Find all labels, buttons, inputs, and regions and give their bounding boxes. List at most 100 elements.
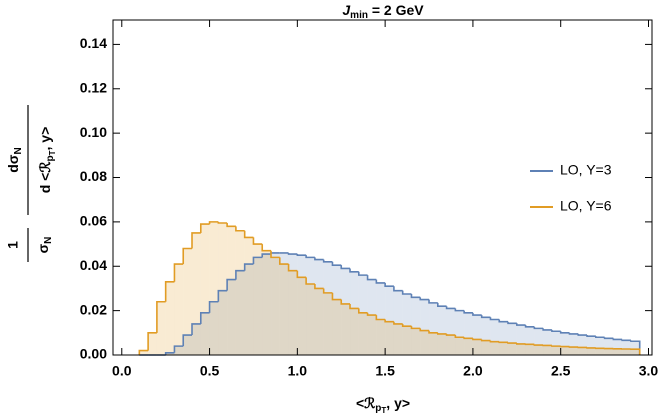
histogram-step bbox=[542, 328, 552, 331]
histogram-step bbox=[243, 230, 254, 239]
histogram-step bbox=[384, 282, 394, 288]
histogram-bar bbox=[508, 323, 517, 355]
histogram-step bbox=[533, 326, 544, 330]
histogram-step bbox=[270, 250, 280, 259]
histogram-step bbox=[437, 332, 447, 335]
histogram-bar bbox=[630, 341, 640, 355]
histogram-step bbox=[463, 310, 473, 314]
histogram-bar bbox=[481, 340, 491, 355]
histogram-step bbox=[384, 319, 394, 323]
histogram-step bbox=[480, 315, 491, 319]
histogram-bar bbox=[341, 268, 351, 355]
histogram-bar bbox=[306, 257, 315, 355]
histogram-bar bbox=[587, 336, 596, 355]
histogram-bar bbox=[192, 323, 201, 355]
ylabel-sub: p bbox=[45, 155, 56, 161]
histogram-bar bbox=[323, 292, 333, 355]
histogram-step bbox=[428, 299, 438, 304]
ylabel-subsub: T bbox=[48, 150, 57, 155]
histogram-bar bbox=[156, 301, 166, 355]
histogram-step bbox=[410, 293, 421, 299]
ylabel-part: dσ bbox=[5, 154, 21, 173]
legend-label: LO, Y=6 bbox=[560, 198, 612, 214]
histogram-bar bbox=[367, 279, 377, 355]
histogram-bar bbox=[446, 335, 456, 355]
histogram-bar bbox=[551, 331, 561, 355]
histogram-bar bbox=[464, 338, 473, 355]
title-sub: min bbox=[350, 10, 368, 21]
histogram-step bbox=[138, 349, 149, 355]
histogram-step bbox=[401, 290, 412, 295]
histogram-step bbox=[410, 326, 421, 330]
histogram-step bbox=[331, 261, 342, 266]
histogram-step bbox=[393, 321, 403, 325]
histogram-bar bbox=[551, 346, 561, 355]
histogram-bar bbox=[235, 230, 245, 355]
histogram-step bbox=[375, 279, 386, 284]
histogram-bar bbox=[271, 252, 280, 355]
histogram-step bbox=[182, 334, 193, 347]
histogram-step bbox=[419, 328, 430, 332]
histogram-bar bbox=[622, 340, 631, 355]
histogram-bar bbox=[569, 347, 579, 355]
histogram-bar bbox=[288, 270, 298, 355]
xlabel-part: , y> bbox=[386, 395, 410, 411]
histogram-bar bbox=[595, 348, 605, 355]
histogram-step bbox=[314, 284, 324, 290]
histogram-bar bbox=[174, 346, 184, 355]
histogram-step bbox=[630, 340, 641, 355]
histogram-step bbox=[489, 340, 500, 343]
histogram-bar bbox=[490, 319, 500, 355]
histogram-bar bbox=[209, 301, 219, 355]
histogram-step bbox=[445, 333, 456, 336]
histogram-bar bbox=[472, 315, 482, 355]
histogram-step bbox=[393, 286, 403, 292]
y-tick-label: 0.02 bbox=[80, 301, 107, 317]
histogram-step bbox=[252, 256, 263, 265]
histogram-bar bbox=[358, 275, 368, 355]
histogram-bar bbox=[192, 232, 201, 355]
histogram-step bbox=[357, 271, 368, 276]
histogram-step bbox=[340, 299, 351, 305]
histogram-bar bbox=[508, 343, 517, 355]
histogram-bar bbox=[244, 237, 254, 355]
histogram-step bbox=[243, 263, 254, 271]
histogram-step bbox=[191, 323, 201, 336]
histogram-bar bbox=[253, 244, 263, 355]
histogram-bar bbox=[516, 343, 526, 355]
histogram-bar bbox=[314, 288, 324, 355]
histogram-step bbox=[612, 338, 623, 341]
histogram-step bbox=[498, 319, 509, 323]
histogram-step bbox=[454, 308, 465, 312]
histogram-bar bbox=[525, 326, 535, 355]
histogram-bar bbox=[455, 337, 465, 355]
histogram-step bbox=[366, 312, 377, 316]
histogram-step bbox=[305, 277, 315, 285]
histogram-step bbox=[191, 232, 201, 249]
histogram-bar bbox=[613, 348, 623, 355]
histogram-bar bbox=[218, 290, 228, 355]
histogram-step bbox=[287, 252, 298, 255]
histogram-bar bbox=[235, 270, 245, 355]
histogram-bar bbox=[464, 312, 473, 355]
histogram-bar bbox=[279, 252, 289, 355]
histogram-bar bbox=[393, 323, 403, 355]
histogram-step bbox=[226, 222, 236, 228]
ylabel-sub: N bbox=[43, 237, 54, 244]
histogram-bar bbox=[306, 284, 315, 355]
histogram-bar bbox=[402, 293, 412, 355]
ylabel-sub: N bbox=[13, 147, 24, 154]
histogram-bar bbox=[200, 224, 210, 355]
histogram-bar bbox=[209, 221, 219, 355]
histogram-step bbox=[314, 257, 324, 261]
histogram-bar bbox=[341, 303, 351, 355]
histogram-bar bbox=[139, 350, 149, 355]
histogram-step bbox=[533, 344, 544, 346]
histogram-bar bbox=[262, 250, 272, 355]
histogram-bar bbox=[411, 297, 421, 355]
histogram-bar bbox=[174, 264, 184, 355]
xlabel-part: <ℛ bbox=[356, 395, 376, 411]
histogram-bar bbox=[358, 312, 368, 355]
histogram-bar bbox=[385, 321, 394, 355]
